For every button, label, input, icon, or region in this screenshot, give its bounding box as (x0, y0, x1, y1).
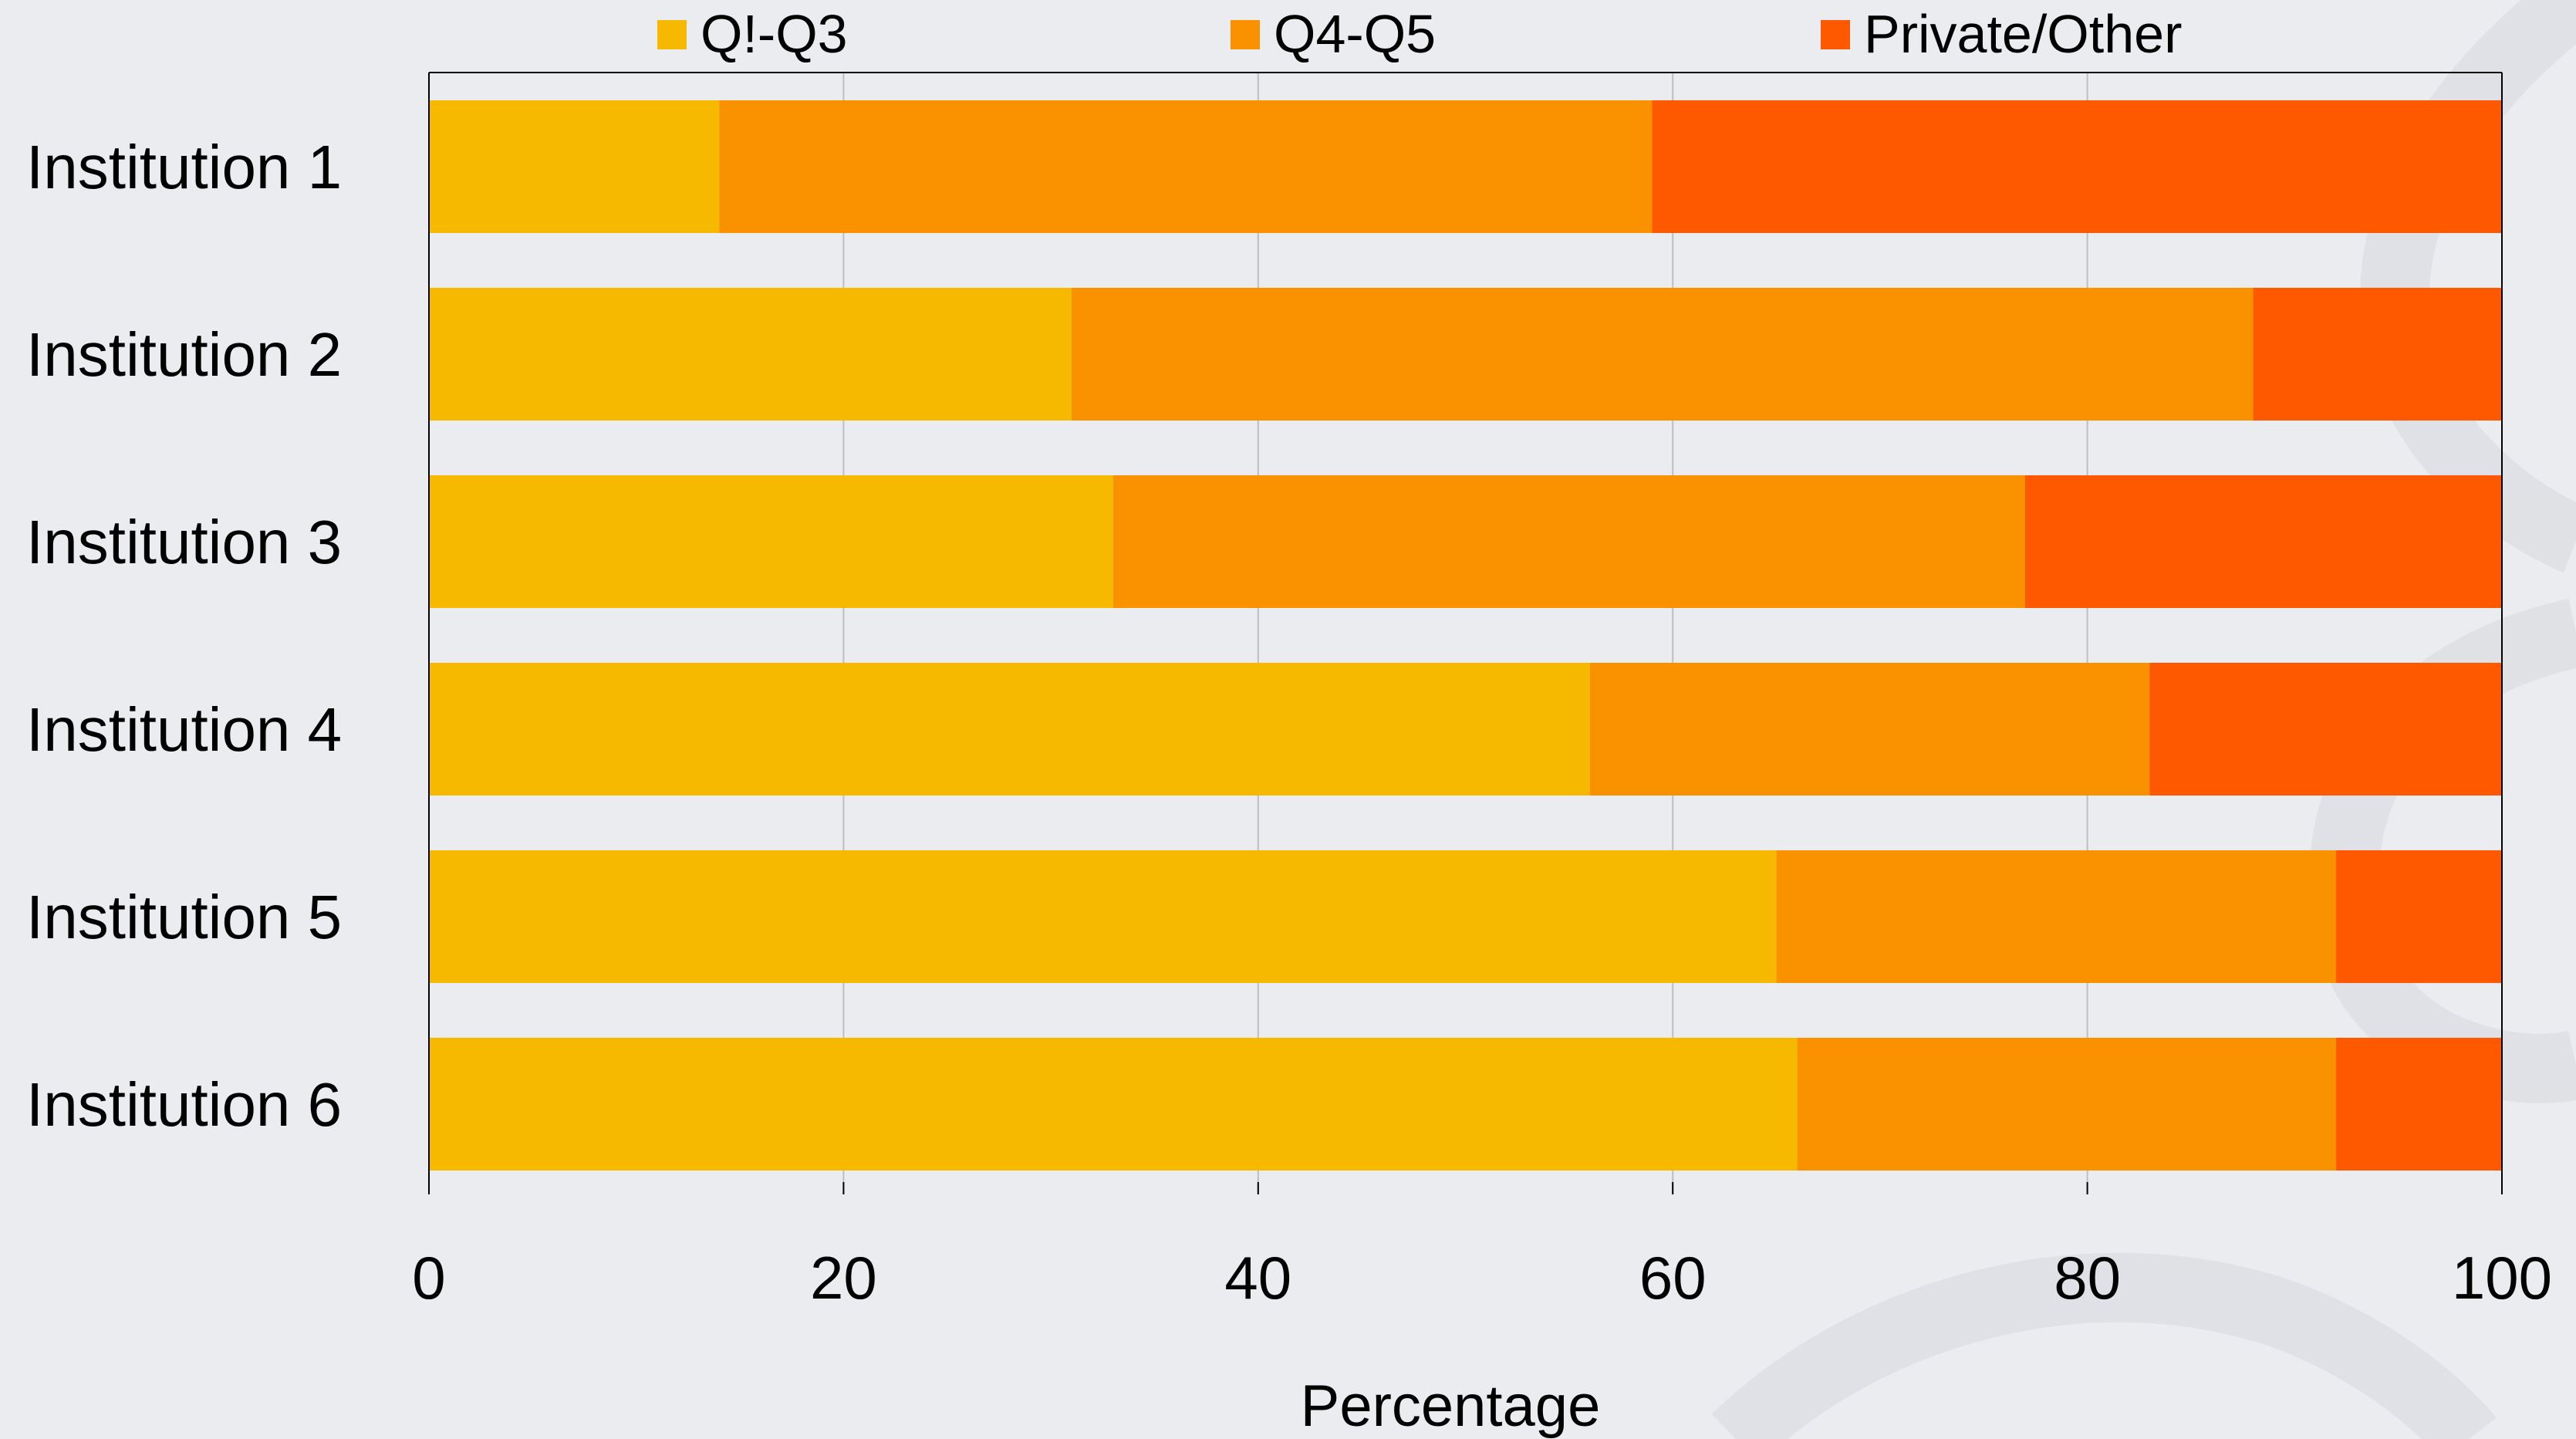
bar-segment-institution-3-series-2 (1112, 475, 2025, 608)
bar-segment-institution-5-series-2 (1776, 850, 2337, 983)
category-label-4: Institution 4 (26, 695, 342, 764)
category-label-1: Institution 1 (26, 133, 342, 201)
legend-swatch-3 (1821, 20, 1850, 49)
bar-segment-institution-1-series-3 (1652, 100, 2502, 233)
bar-segment-institution-2-series-1 (429, 288, 1072, 421)
category-label-2: Institution 2 (26, 320, 342, 389)
category-axis-labels: Institution 1 Institution 2 Institution 3 I… (26, 133, 342, 1139)
x-tick-label-100: 100 (2452, 1244, 2552, 1312)
x-tick-label-0: 0 (412, 1244, 445, 1312)
bar-segment-institution-1-series-1 (429, 100, 720, 233)
category-label-5: Institution 5 (26, 883, 342, 951)
x-axis-title: Percentage (1301, 1373, 1601, 1439)
bar-segment-institution-2-series-2 (1071, 288, 2254, 421)
legend: Q!-Q3 Q4-Q5 Private/Other (657, 4, 2182, 64)
bar-segment-institution-1-series-2 (719, 100, 1653, 233)
legend-item-2: Q4-Q5 (1231, 4, 1436, 64)
value-axis-tick-labels: 0 20 40 60 80 100 (412, 1244, 2552, 1312)
legend-label-1: Q!-Q3 (701, 4, 848, 64)
bar-segment-institution-5-series-3 (2336, 850, 2502, 983)
bar-segment-institution-6-series-2 (1797, 1038, 2337, 1170)
bar-segment-institution-4-series-1 (429, 663, 1590, 796)
x-tick-label-80: 80 (2054, 1244, 2121, 1312)
category-label-6: Institution 6 (26, 1070, 342, 1139)
legend-label-3: Private/Other (1864, 4, 2182, 64)
bar-segment-institution-5-series-1 (429, 850, 1777, 983)
category-label-3: Institution 3 (26, 508, 342, 576)
x-tick-label-20: 20 (810, 1244, 877, 1312)
legend-item-1: Q!-Q3 (657, 4, 848, 64)
x-tick-label-60: 60 (1639, 1244, 1707, 1312)
bar-segment-institution-3-series-1 (429, 475, 1113, 608)
gridlines (842, 73, 2088, 1194)
bar-segment-institution-3-series-3 (2024, 475, 2502, 608)
legend-swatch-2 (1231, 20, 1260, 49)
bar-segment-institution-6-series-3 (2336, 1038, 2502, 1170)
bar-segment-institution-2-series-3 (2253, 288, 2502, 421)
bar-segment-institution-4-series-3 (2149, 663, 2502, 796)
bar-segment-institution-4-series-2 (1589, 663, 2150, 796)
bar-segment-institution-6-series-1 (429, 1038, 1798, 1170)
bar-series-group (429, 100, 2502, 1170)
legend-swatch-1 (657, 20, 687, 49)
x-tick-label-40: 40 (1224, 1244, 1291, 1312)
legend-item-3: Private/Other (1821, 4, 2182, 64)
legend-label-2: Q4-Q5 (1274, 4, 1436, 64)
axes (428, 72, 2503, 1194)
